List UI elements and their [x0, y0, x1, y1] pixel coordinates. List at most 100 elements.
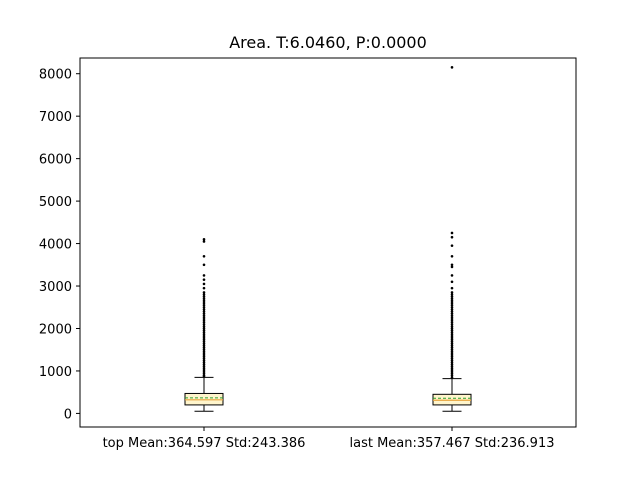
outlier-point [450, 305, 454, 309]
outlier-point [202, 333, 206, 337]
outlier-point [202, 238, 206, 241]
outlier-point [202, 314, 206, 318]
outlier-point [450, 361, 454, 364]
outlier-point [450, 255, 454, 258]
outlier-point [450, 367, 454, 371]
outlier-point [202, 363, 206, 366]
outlier-point [450, 359, 454, 362]
outlier-point [202, 299, 206, 303]
outlier-point [202, 325, 206, 328]
outlier-point [202, 295, 206, 298]
y-tick-label: 2000 [39, 322, 72, 337]
outlier-point [450, 310, 454, 313]
outlier-point [202, 297, 206, 301]
outlier-point [450, 356, 454, 360]
outlier-point [202, 342, 206, 345]
outlier-point [202, 303, 206, 307]
outlier-point [450, 301, 454, 305]
outlier-point [450, 312, 454, 315]
chart-title: Area. T:6.0460, P:0.0000 [229, 33, 427, 52]
outlier-point [202, 365, 206, 369]
outlier-point [202, 263, 206, 267]
outlier-point [202, 305, 206, 309]
outlier-point [450, 263, 454, 267]
outlier-point [450, 274, 454, 277]
outlier-point [450, 293, 454, 296]
outlier-point [202, 371, 206, 375]
outlier-point [202, 352, 206, 356]
outlier-point [450, 371, 454, 375]
outlier-point [202, 361, 206, 364]
outlier-point [450, 303, 454, 307]
y-tick-label: 7000 [39, 110, 72, 125]
outlier-point [202, 354, 206, 358]
outlier-point [202, 356, 206, 360]
y-tick-label: 0 [64, 407, 72, 422]
outlier-point [202, 274, 206, 277]
outlier-point [202, 286, 206, 290]
outlier-point [450, 286, 454, 290]
outlier-point [202, 344, 206, 347]
outlier-point [450, 337, 454, 341]
outlier-point [450, 314, 454, 318]
outlier-point [450, 325, 454, 328]
outlier-point [450, 299, 454, 303]
x-axis: top Mean:364.597 Std:243.386 last Mean:35… [103, 427, 555, 451]
outlier-point [202, 316, 206, 320]
y-tick-label: 8000 [39, 68, 72, 83]
outlier-point [202, 346, 206, 349]
outlier-point [202, 322, 206, 326]
outlier-point [202, 348, 206, 352]
y-tick-label: 6000 [39, 153, 72, 168]
outlier-point [202, 318, 206, 322]
outlier-point [202, 301, 206, 305]
outlier-point [450, 339, 454, 343]
outlier-point [450, 333, 454, 337]
outlier-point [450, 376, 454, 379]
outlier-point [450, 350, 454, 354]
outlier-point [202, 329, 206, 332]
outlier-point [450, 231, 454, 235]
outlier-point [450, 316, 454, 320]
y-tick-label: 3000 [39, 280, 72, 295]
outlier-point [450, 365, 454, 369]
outlier-point [202, 310, 206, 313]
plot-frame [79, 57, 577, 428]
outlier-point [450, 363, 454, 366]
outlier-point [450, 308, 454, 311]
outlier-point [450, 346, 454, 349]
outlier-point [202, 335, 206, 339]
outlier-point [202, 282, 206, 286]
boxes [184, 66, 472, 412]
outlier-point [450, 295, 454, 298]
outlier-point [450, 329, 454, 332]
outlier-point [450, 327, 454, 330]
outlier-point [202, 327, 206, 330]
outlier-point [202, 359, 206, 362]
outlier-point [450, 265, 454, 269]
outlier-point [202, 320, 206, 324]
x-tick-label: top Mean:364.597 Std:243.386 [103, 436, 306, 451]
outlier-point [450, 297, 454, 301]
x-tick-label: last Mean:357.467 Std:236.913 [349, 436, 554, 451]
outlier-point [202, 373, 206, 377]
y-tick-label: 1000 [39, 365, 72, 380]
outlier-point [450, 322, 454, 326]
outlier-point [202, 369, 206, 373]
outlier-point [450, 244, 454, 247]
outlier-point [202, 339, 206, 343]
outlier-point [450, 280, 454, 284]
outlier-point [202, 308, 206, 311]
y-axis: 0 1000 2000 3000 4000 5000 6000 7000 8000 [39, 68, 80, 422]
outlier-point [450, 354, 454, 358]
outlier-point [450, 66, 454, 69]
outlier-point [450, 320, 454, 324]
outlier-point [202, 312, 206, 315]
outlier-point [202, 331, 206, 335]
outlier-point [202, 240, 206, 243]
outlier-point [202, 293, 206, 296]
outlier-point [450, 335, 454, 339]
box-group [184, 238, 224, 412]
outlier-point [202, 278, 206, 281]
